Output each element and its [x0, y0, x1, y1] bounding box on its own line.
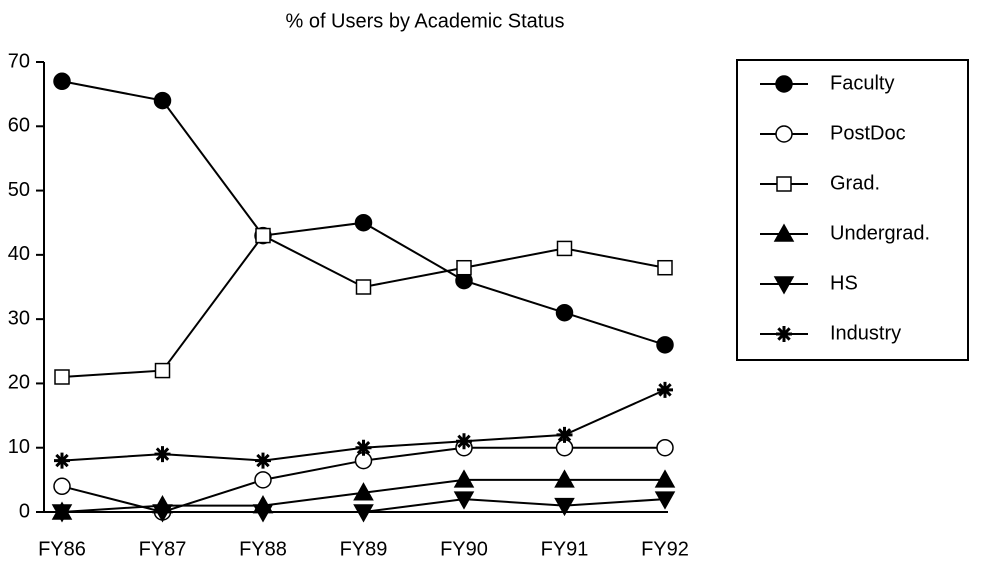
point: [353, 482, 374, 501]
chart-title: % of Users by Academic Status: [285, 10, 564, 32]
point: [456, 433, 472, 450]
legend-marker: [776, 326, 792, 342]
point: [453, 491, 475, 510]
x-tick-label: FY90: [440, 538, 488, 560]
point: [152, 504, 173, 523]
point: [153, 91, 172, 110]
x-tick-label: FY91: [541, 538, 589, 560]
x-tick-label: FY86: [38, 538, 86, 560]
point: [654, 491, 676, 510]
point: [556, 426, 573, 443]
y-tick-label: 20: [8, 372, 30, 394]
legend-marker: [776, 176, 792, 192]
legend-label: HS: [830, 272, 858, 294]
y-tick-label: 40: [8, 243, 30, 265]
point: [456, 259, 472, 276]
point: [654, 469, 676, 488]
legend-label: PostDoc: [830, 122, 906, 144]
point: [154, 362, 171, 379]
y-tick-label: 10: [8, 436, 30, 458]
point: [355, 439, 372, 456]
point: [353, 504, 374, 523]
x-tick-label: FY87: [139, 538, 187, 560]
point: [354, 213, 373, 232]
legend-marker: [775, 125, 793, 143]
point: [657, 259, 673, 276]
point: [252, 504, 274, 523]
point: [453, 469, 475, 488]
point: [154, 446, 171, 463]
point: [254, 471, 272, 489]
point: [255, 227, 271, 244]
point: [554, 497, 575, 517]
x-tick-label: FY89: [340, 538, 388, 560]
legend-label: Faculty: [830, 72, 894, 94]
point: [355, 279, 372, 295]
legend-label: Undergrad.: [830, 222, 930, 244]
y-tick-label: 0: [19, 500, 30, 522]
point: [54, 369, 70, 385]
point: [555, 303, 574, 322]
legend-box: [736, 59, 969, 361]
point: [657, 381, 673, 398]
legend-label: Industry: [830, 322, 901, 344]
legend-marker: [773, 276, 795, 295]
point: [255, 452, 271, 469]
point: [554, 469, 575, 488]
y-tick-label: 60: [8, 115, 30, 137]
y-tick-label: 70: [8, 50, 30, 72]
series-line: [61, 234, 666, 378]
point: [656, 336, 674, 354]
x-tick-label: FY92: [641, 538, 689, 560]
legend-marker: [775, 75, 793, 93]
series-line: [61, 80, 666, 346]
x-tick-label: FY88: [239, 538, 287, 560]
point: [656, 438, 674, 457]
legend-marker: [773, 223, 795, 242]
point: [54, 452, 70, 469]
y-tick-label: 30: [8, 307, 30, 329]
point: [53, 477, 71, 496]
legend-label: Grad.: [830, 172, 880, 194]
point: [556, 240, 573, 257]
y-tick-label: 50: [8, 179, 30, 201]
point: [51, 504, 73, 523]
point: [53, 72, 71, 91]
